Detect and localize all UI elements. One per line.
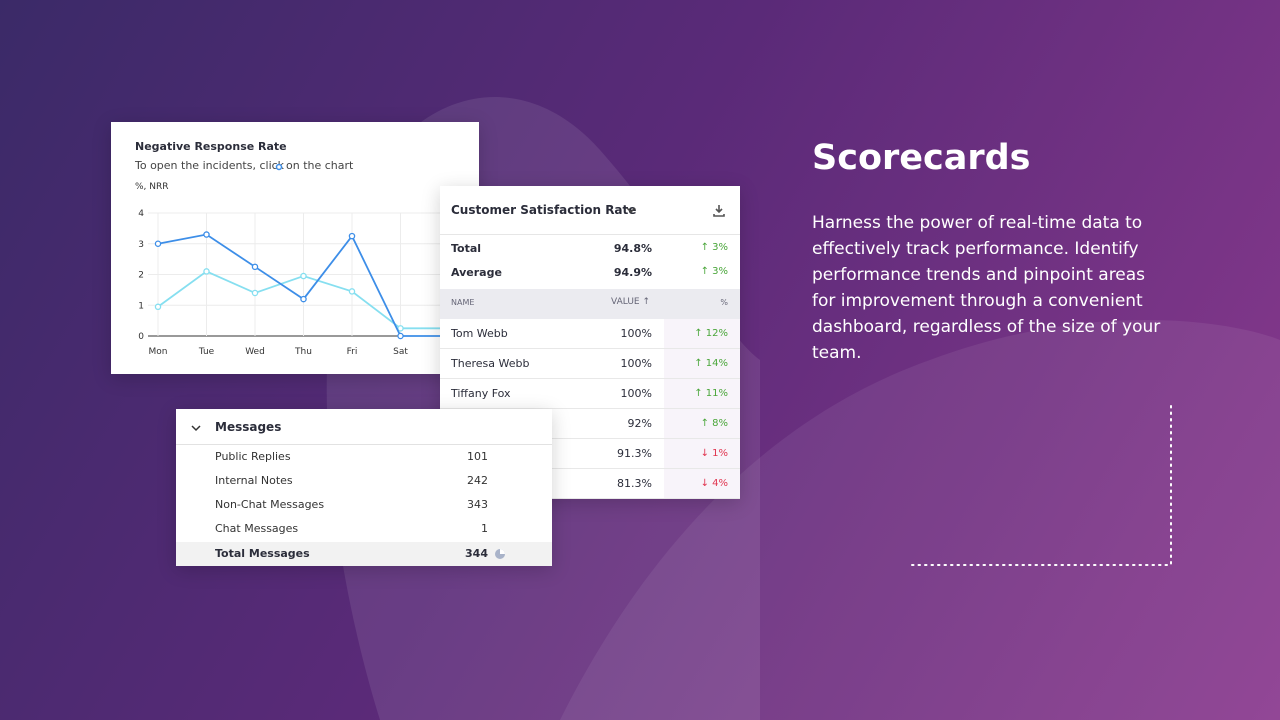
summary-label: Average: [451, 266, 502, 279]
row-change: ↑ 11%: [694, 388, 728, 399]
nrr-card: Negative Response Rate To open the incid…: [111, 122, 479, 374]
divider: [176, 444, 552, 445]
data-point: [203, 268, 210, 275]
row-name: Tom Webb: [451, 327, 508, 340]
message-count: 1: [481, 522, 488, 535]
chart-subtitle: on the chart: [286, 159, 354, 172]
row-change: ↑ 12%: [694, 328, 728, 339]
row-change: ↓ 4%: [700, 478, 728, 489]
summary-value: 94.9%: [613, 266, 652, 279]
y-tick-label: 1: [138, 301, 144, 311]
column-header: VALUE ↑: [611, 297, 650, 307]
x-tick-label: Fri: [347, 347, 358, 357]
divider: [440, 234, 740, 235]
y-tick-label: 4: [138, 209, 144, 219]
data-point: [300, 272, 307, 280]
summary-change: ↑ 3%: [700, 266, 728, 277]
x-tick-label: Sat: [393, 347, 408, 357]
data-point: [397, 325, 404, 332]
collapse-icon[interactable]: [190, 423, 202, 433]
data-point: [397, 332, 404, 340]
data-point: [203, 231, 210, 238]
row-value: 100%: [620, 357, 652, 370]
column-header-band: [440, 289, 740, 319]
message-count: 101: [467, 450, 488, 463]
chart-title: Negative Response Rate: [135, 140, 287, 153]
pie-icon[interactable]: [494, 548, 506, 560]
row-border: [440, 438, 740, 439]
message-label: Public Replies: [215, 450, 291, 463]
data-point: [154, 303, 162, 311]
line-chart: 0 1 2 3 4 Mon Tue Wed Thu Fri Sat: [138, 209, 479, 357]
row-border: [440, 348, 740, 349]
messages-card: Messages Public Replies 101 Internal Notes…: [176, 409, 552, 566]
message-label: Non-Chat Messages: [215, 498, 325, 511]
total-row-bg: [176, 542, 552, 566]
row-border: [440, 498, 740, 499]
messages-title[interactable]: Messages: [215, 420, 282, 434]
row-border: [440, 378, 740, 379]
csat-card: Customer Satisfaction Rate Total 94.8% ↑ 3…: [440, 186, 740, 499]
row-value: 81.3%: [617, 477, 652, 490]
row-value: 92%: [627, 417, 652, 430]
row-border: [440, 408, 740, 409]
download-icon[interactable]: [712, 204, 726, 218]
row-name: Theresa Webb: [451, 357, 530, 370]
y-tick-label: 3: [138, 240, 144, 250]
summary-change: ↑ 3%: [700, 242, 728, 253]
row-value: 100%: [620, 327, 652, 340]
data-point: [348, 232, 356, 240]
summary-label: Total: [451, 242, 482, 255]
body-text: Harness the power of real-time data to e…: [812, 213, 1161, 363]
csat-title[interactable]: Customer Satisfaction Rate: [451, 203, 637, 217]
row-border: [440, 468, 740, 469]
y-tick-label: 0: [138, 332, 144, 342]
column-header: %: [720, 298, 728, 307]
row-change: ↑ 8%: [700, 418, 728, 429]
message-count: 242: [467, 474, 488, 487]
total-label: Total Messages: [215, 547, 310, 560]
total-count: 344: [465, 547, 488, 560]
change-column-bg: [664, 319, 740, 499]
data-point: [348, 288, 356, 295]
chart-subtitle: To open the incidents, click: [135, 159, 285, 172]
point-icon: [275, 163, 283, 171]
row-value: 100%: [620, 387, 652, 400]
message-label: Chat Messages: [215, 522, 299, 535]
summary-value: 94.8%: [613, 242, 652, 255]
data-point: [300, 295, 307, 303]
message-count: 343: [467, 498, 488, 511]
heading: Scorecards: [812, 138, 1031, 178]
data-point: [154, 240, 162, 248]
x-tick-label: Wed: [245, 347, 265, 357]
data-point: [251, 263, 259, 271]
y-tick-label: 2: [138, 271, 144, 281]
row-change: ↑ 14%: [694, 358, 728, 369]
data-point: [251, 289, 259, 297]
y-axis-label: %, NRR: [135, 182, 169, 192]
row-change: ↓ 1%: [700, 448, 728, 459]
x-tick-label: Tue: [198, 347, 215, 357]
column-header: NAME: [451, 298, 475, 307]
message-label: Internal Notes: [215, 474, 293, 487]
row-value: 91.3%: [617, 447, 652, 460]
x-tick-label: Thu: [294, 347, 312, 357]
row-name: Tiffany Fox: [451, 387, 511, 400]
x-tick-label: Mon: [149, 347, 168, 357]
dropdown-icon[interactable]: [625, 205, 637, 215]
